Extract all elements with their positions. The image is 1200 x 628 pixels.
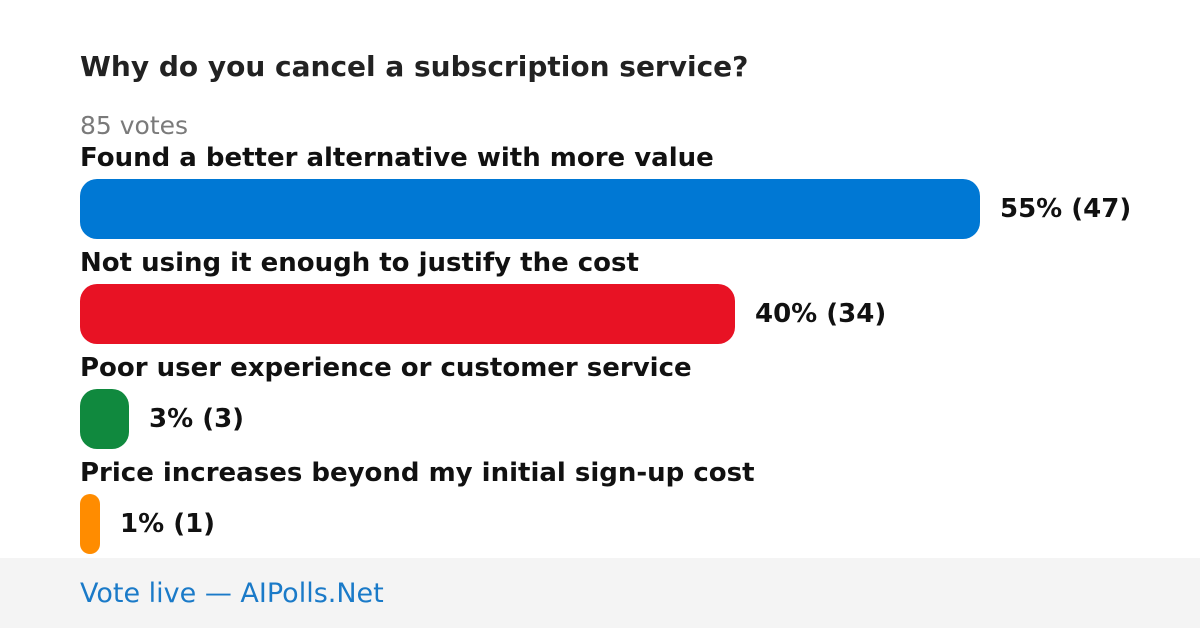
result-bar [80, 389, 129, 449]
result-bar [80, 284, 735, 344]
poll-option: Poor user experience or customer service… [80, 353, 1180, 453]
result-value-label: 1% (1) [120, 509, 216, 539]
option-label: Found a better alternative with more val… [80, 143, 714, 173]
poll-option: Found a better alternative with more val… [80, 143, 1180, 243]
poll-question: Why do you cancel a subscription service… [80, 50, 749, 83]
vote-count: 85 votes [80, 111, 189, 140]
poll-option: Price increases beyond my initial sign-u… [80, 458, 1180, 558]
result-value-label: 3% (3) [149, 404, 245, 434]
poll-option: Not using it enough to justify the cost 4… [80, 248, 1180, 348]
vote-live-link[interactable]: Vote live — AIPolls.Net [80, 578, 384, 609]
option-label: Not using it enough to justify the cost [80, 248, 639, 278]
footer-bar: Vote live — AIPolls.Net [0, 558, 1200, 628]
option-label: Price increases beyond my initial sign-u… [80, 458, 755, 488]
result-value-label: 40% (34) [755, 299, 887, 329]
result-value-label: 55% (47) [1000, 194, 1132, 224]
result-bar [80, 179, 980, 239]
result-bar [80, 494, 100, 554]
option-label: Poor user experience or customer service [80, 353, 692, 383]
